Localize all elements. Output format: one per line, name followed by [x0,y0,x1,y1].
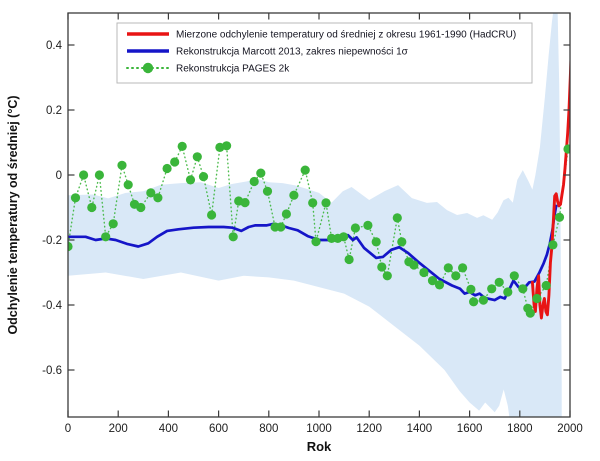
pages2k-point [397,237,407,247]
pages2k-point [108,219,118,229]
pages2k-point [350,223,360,233]
uncertainty-band-area [68,13,562,417]
pages2k-point [371,237,381,247]
pages2k-point [146,188,156,198]
legend: Mierzone odchylenie temperatury od średn… [116,22,533,84]
legend-label-pages2k: Rekonstrukcja PAGES 2k [176,64,290,75]
pages2k-point [563,144,570,154]
pages2k-point [198,172,209,182]
pages2k-point [382,271,392,281]
y-tick-label: 0.4 [46,40,63,52]
pages2k-point [177,141,187,151]
pages2k-point [117,160,127,170]
pages2k-point [363,220,373,230]
pages2k-point [170,157,180,167]
x-tick-label: 1600 [457,423,483,435]
pages2k-point [509,271,519,281]
pages2k-point [443,263,453,273]
x-tick-label: 200 [109,423,128,435]
pages2k-point [311,237,321,247]
pages2k-point [541,280,551,291]
pages2k-point [469,297,479,307]
pages2k-point [451,271,461,281]
x-axis-label: Rok [307,439,332,454]
pages2k-point [525,308,535,318]
y-tick-label: 0.2 [46,105,62,117]
y-axis-label: Odchylenie temperatury od średniej (°C) [6,95,20,334]
pages2k-point [228,232,238,242]
pages2k-point [419,267,429,278]
x-tick-label: 1400 [407,423,433,435]
pages2k-point [548,240,558,250]
pages2k-point [344,254,354,265]
pages2k-point [207,210,217,220]
pages2k-point [281,209,291,219]
series-lines [68,46,570,320]
x-tick-label: 1000 [306,423,332,435]
pages2k-point [249,176,259,187]
pages2k-point [466,284,476,294]
pages2k-marker-swatch [142,62,154,74]
pages2k-point [478,295,488,305]
pages2k-point [308,198,318,208]
pages2k-point [222,141,232,151]
pages2k-point [377,262,387,272]
pages2k-point [532,293,542,304]
pages2k-point [68,241,73,252]
pages2k-point [339,232,349,242]
pages2k-point [101,232,111,242]
x-tick-label: 0 [65,423,71,435]
pages2k-point [321,198,331,208]
pages2k-point [136,202,146,213]
y-tick-label: -0.6 [42,365,62,377]
pages2k-dotted-line [68,144,569,315]
marcott-line [68,204,558,302]
x-tick-label: 2000 [557,423,583,435]
legend-item-marcott: Rekonstrukcja Marcott 2013, zakres niepe… [127,47,409,58]
pages2k-point [94,170,104,180]
legend-item-hadcru: Mierzone odchylenie temperatury od średn… [127,30,516,41]
pages2k-point [554,212,565,222]
pages2k-point [276,222,286,232]
pages2k-point [79,170,89,180]
pages2k-point [256,168,266,178]
pages2k-point [487,284,497,294]
pages2k-point [392,213,402,223]
pages2k-point [87,202,97,213]
pages2k-point [409,260,419,270]
y-axis: 0.4 0.2 0 -0.2 -0.4 -0.6 [42,40,570,377]
x-tick-label: 400 [159,423,178,435]
y-tick-label: -0.4 [42,300,62,312]
pages2k-point [192,152,202,162]
x-tick-label: 1200 [356,423,382,435]
pages2k-point [153,193,163,203]
x-tick-label: 800 [259,423,278,435]
pages2k-point [240,198,250,208]
pages2k-point [123,180,133,190]
pages2k-point [434,280,445,290]
x-axis: 0 200 400 600 800 1000 1200 1400 1600 1800 2000 [65,13,583,435]
legend-item-pages2k: Rekonstrukcja PAGES 2k [126,62,290,75]
pages2k-point [162,163,172,174]
pages2k-point [458,263,468,273]
pages2k-point [518,284,528,294]
y-tick-label: 0 [56,170,62,182]
legend-label-marcott: Rekonstrukcja Marcott 2013, zakres niepe… [176,47,409,58]
x-tick-label: 1800 [507,423,533,435]
pages2k-point [289,190,299,200]
pages2k-point [262,186,273,196]
legend-label-hadcru: Mierzone odchylenie temperatury od średn… [176,30,516,41]
pages2k-point [503,287,513,297]
pages2k-point [494,277,504,287]
legend-box [116,22,533,84]
pages2k-point [300,165,310,175]
y-tick-label: -0.2 [42,235,62,247]
uncertainty-band [68,13,562,417]
pages2k-point [70,193,81,203]
pages2k-point [185,175,196,185]
x-tick-label: 600 [209,423,228,435]
pages2k-point [427,276,438,286]
